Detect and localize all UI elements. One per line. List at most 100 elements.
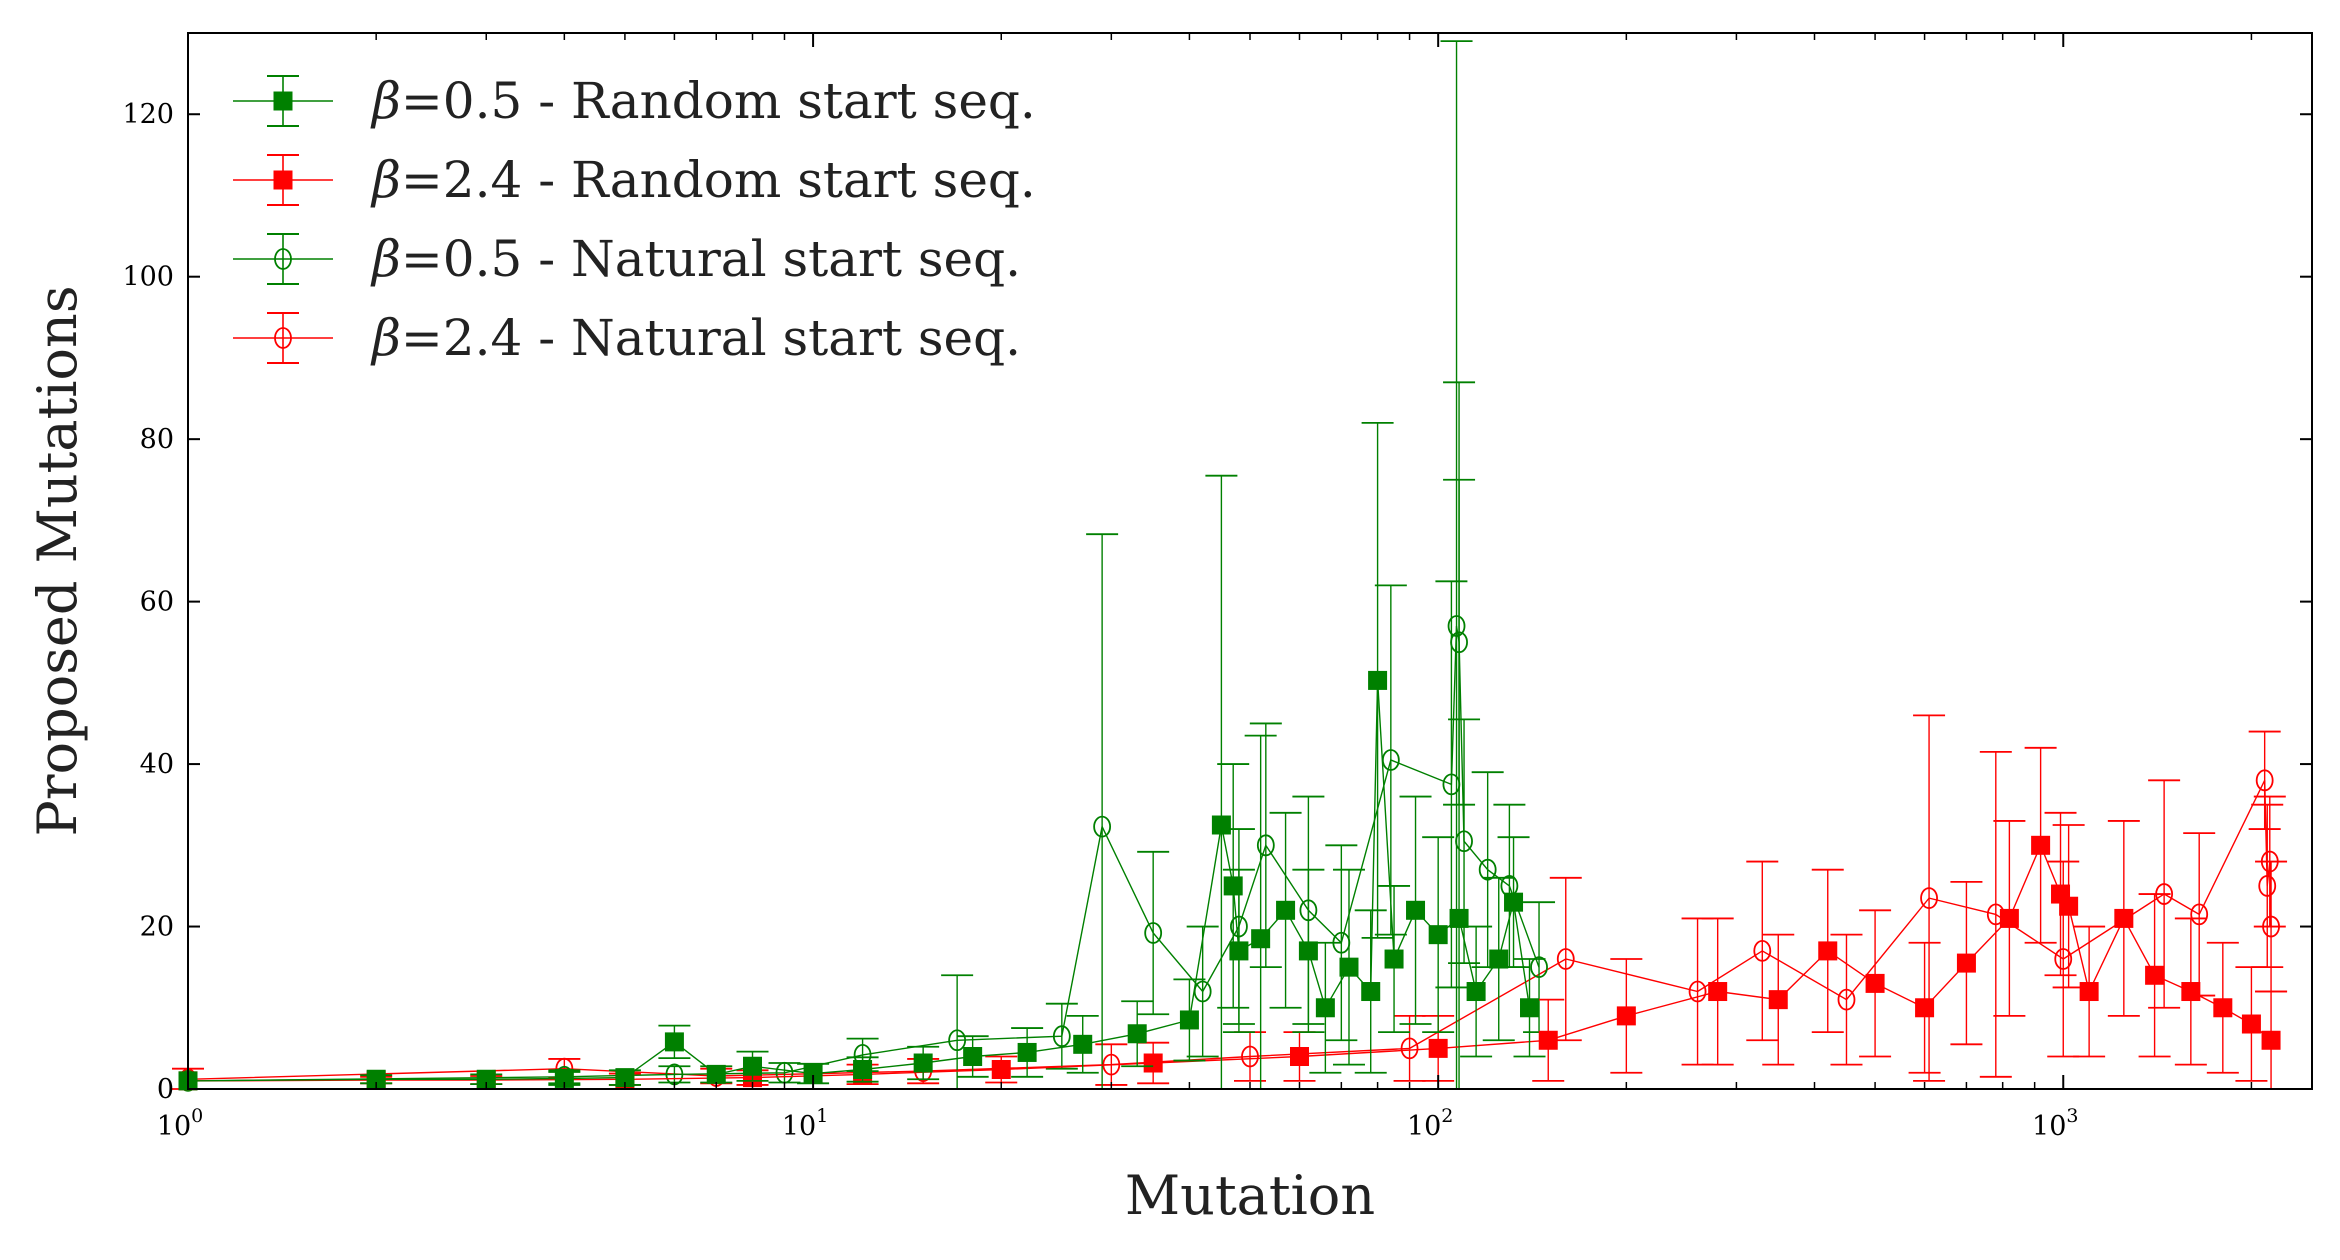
data-point xyxy=(1530,956,1548,979)
legend-entry-4: β=2.4 - Natural start seq. xyxy=(233,309,1021,367)
data-point xyxy=(1143,1053,1163,1073)
data-point xyxy=(2255,769,2274,792)
data-point xyxy=(1520,998,1540,1018)
x-tick-label: 101 xyxy=(782,1105,828,1142)
data-point xyxy=(1400,1037,1419,1060)
data-point xyxy=(2054,948,2073,970)
series-4 xyxy=(172,714,2288,1091)
data-point xyxy=(1478,858,1497,881)
data-point xyxy=(948,1029,967,1052)
data-point xyxy=(2262,915,2280,938)
data-point xyxy=(1368,670,1388,690)
data-point xyxy=(2114,908,2134,928)
data-point xyxy=(1144,922,1163,944)
x-tick-label: 102 xyxy=(1407,1105,1453,1142)
legend-marker xyxy=(273,91,293,111)
data-point xyxy=(1818,941,1838,961)
data-point xyxy=(2258,875,2277,897)
data-point xyxy=(2261,1030,2281,1050)
data-point xyxy=(1127,1024,1147,1044)
data-point xyxy=(1708,982,1728,1002)
y-tick-label: 40 xyxy=(140,749,174,780)
data-point xyxy=(1093,815,1112,838)
data-point xyxy=(1956,953,1976,973)
data-point xyxy=(2059,896,2079,916)
data-point xyxy=(1052,1025,1071,1048)
data-point xyxy=(2213,998,2233,1018)
data-point xyxy=(1017,1042,1037,1062)
legend-marker xyxy=(273,170,293,190)
series-1 xyxy=(178,381,1546,1091)
data-point xyxy=(1298,941,1318,961)
legend-marker xyxy=(274,327,292,349)
y-tick-label: 80 xyxy=(140,424,174,455)
legend-label: β=2.4 - Random start seq. xyxy=(370,151,1036,209)
data-point xyxy=(1361,982,1381,1002)
data-point xyxy=(1920,887,1938,910)
data-point xyxy=(963,1047,983,1067)
series-line xyxy=(187,625,1540,1082)
series-line xyxy=(187,680,1531,1082)
legend-label: β=0.5 - Random start seq. xyxy=(370,72,1036,130)
data-point xyxy=(1276,900,1296,920)
data-point xyxy=(664,1032,684,1052)
data-point xyxy=(1538,1030,1558,1050)
data-point xyxy=(1688,980,1707,1003)
legend-label: β=0.5 - Natural start seq. xyxy=(370,230,1021,288)
data-point xyxy=(1447,615,1466,637)
x-axis-title: Mutation xyxy=(1125,1164,1375,1227)
data-point xyxy=(1489,949,1509,969)
data-point xyxy=(1073,1034,1093,1054)
legend-entry-1: β=0.5 - Random start seq. xyxy=(233,72,1036,130)
data-point xyxy=(1179,1010,1199,1030)
data-point xyxy=(1428,925,1448,945)
data-point xyxy=(1449,908,1469,928)
data-point xyxy=(2190,903,2209,926)
x-tick-label: 100 xyxy=(157,1105,203,1142)
data-point xyxy=(1865,973,1885,993)
data-point xyxy=(1223,876,1243,896)
data-point xyxy=(1466,982,1486,1002)
data-point xyxy=(2241,1014,2261,1034)
data-point xyxy=(2181,982,2201,1002)
data-point xyxy=(1211,815,1231,835)
legend-entry-3: β=0.5 - Natural start seq. xyxy=(233,230,1021,288)
y-tick-label: 20 xyxy=(140,912,174,943)
y-axis-title: Proposed Mutations xyxy=(26,285,89,836)
data-point xyxy=(1229,941,1249,961)
data-point xyxy=(2145,965,2165,985)
data-point xyxy=(853,1060,873,1080)
data-point xyxy=(1406,900,1426,920)
legend-entry-2: β=2.4 - Random start seq. xyxy=(233,151,1036,209)
data-point xyxy=(1616,1006,1636,1026)
legend-marker xyxy=(274,248,292,270)
data-point xyxy=(1315,998,1335,1018)
data-point xyxy=(2079,982,2099,1002)
data-point xyxy=(1753,940,1772,962)
y-tick-label: 100 xyxy=(122,262,174,293)
data-point xyxy=(706,1064,726,1084)
legend: β=0.5 - Random start seq. β=2.4 - Random … xyxy=(233,72,1036,367)
data-point xyxy=(2031,835,2051,855)
data-point xyxy=(1768,990,1788,1010)
data-point xyxy=(1256,834,1275,857)
data-point xyxy=(743,1056,763,1076)
y-tick-label: 0 xyxy=(157,1074,174,1105)
axis-ticks: 0 20 40 60 80 100 120 100 101 102 103 xyxy=(122,33,2312,1142)
data-point xyxy=(1289,1047,1309,1067)
data-point xyxy=(913,1053,933,1073)
data-point xyxy=(1251,929,1271,949)
data-point xyxy=(1556,948,1575,970)
data-point xyxy=(1339,957,1359,977)
y-tick-label: 60 xyxy=(140,587,174,618)
data-point xyxy=(1837,988,1856,1011)
x-tick-label: 103 xyxy=(2032,1105,2078,1142)
legend-label: β=2.4 - Natural start seq. xyxy=(370,309,1021,367)
plot-data xyxy=(172,40,2288,1092)
data-point xyxy=(1241,1045,1259,1068)
series-line xyxy=(187,779,2272,1080)
data-point xyxy=(1384,949,1404,969)
data-point xyxy=(1455,830,1473,853)
data-point xyxy=(1428,1038,1448,1058)
